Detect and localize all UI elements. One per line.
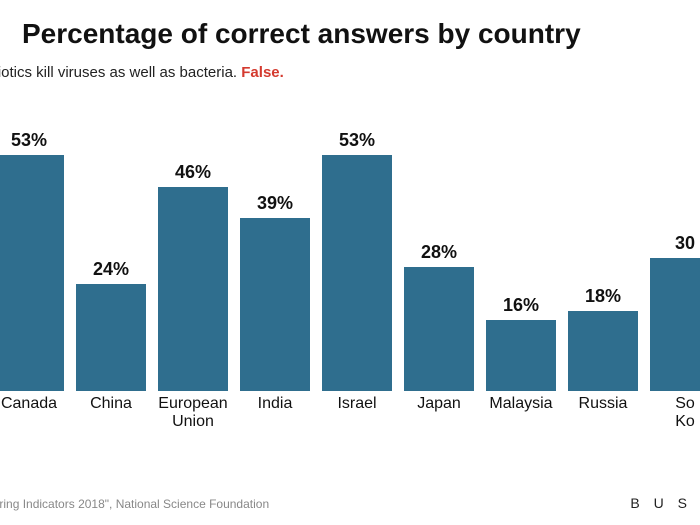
bar-value-label: 16% [486, 295, 556, 316]
bar-rect [486, 320, 556, 391]
bar-value-label: 39% [240, 193, 310, 214]
bar-rect [0, 155, 64, 391]
bar-value-label: 24% [76, 259, 146, 280]
bar-wrap: 18% [568, 111, 638, 391]
bar-value-label: 53% [322, 130, 392, 151]
bar-group: 39% [240, 111, 310, 391]
footer: gineering Indicators 2018", National Sci… [0, 495, 700, 511]
bar-group: 53% [322, 111, 392, 391]
x-axis-labels: Canada China EuropeanUnion India Israel Japan… [0, 391, 700, 431]
brand-text: B U S [630, 495, 692, 511]
bar-rect [76, 284, 146, 391]
bar-wrap: 46% [158, 111, 228, 391]
chart-title: Percentage of correct answers by country [0, 18, 700, 50]
x-axis-label: Japan [404, 391, 474, 431]
bar-rect [322, 155, 392, 391]
bar-wrap: 53% [0, 111, 64, 391]
subtitle-text: tibiotics kill viruses as well as bacter… [0, 64, 241, 81]
bar-wrap: 30 [650, 111, 700, 391]
bar-group: 16% [486, 111, 556, 391]
source-text: gineering Indicators 2018", National Sci… [0, 497, 269, 511]
bar-value-label: 18% [568, 286, 638, 307]
bar-value-label: 30 [650, 233, 700, 254]
bar-group: 24% [76, 111, 146, 391]
bar-group: 53% [0, 111, 64, 391]
x-axis-label: Israel [322, 391, 392, 431]
bar-wrap: 24% [76, 111, 146, 391]
bar-value-label: 53% [0, 130, 64, 151]
chart-subtitle: tibiotics kill viruses as well as bacter… [0, 64, 700, 81]
bar-rect [240, 218, 310, 391]
bar-rect [568, 311, 638, 391]
bar-wrap: 53% [322, 111, 392, 391]
bar-group: 18% [568, 111, 638, 391]
bar-wrap: 16% [486, 111, 556, 391]
x-axis-label: China [76, 391, 146, 431]
chart-area: 53% 24% 46% 39% 53% 28% 16% 18% 30 Canada China Eu… [0, 101, 700, 431]
x-axis-label: EuropeanUnion [158, 391, 228, 431]
bars-row: 53% 24% 46% 39% 53% 28% 16% 18% 30 [0, 111, 700, 391]
bar-wrap: 39% [240, 111, 310, 391]
bar-group: 30 [650, 111, 700, 391]
x-axis-label: Russia [568, 391, 638, 431]
bar-rect [650, 258, 700, 391]
bar-rect [158, 187, 228, 391]
x-axis-label: India [240, 391, 310, 431]
x-axis-label: SoKo [650, 391, 700, 431]
chart-container: Percentage of correct answers by country… [0, 0, 700, 525]
bar-wrap: 28% [404, 111, 474, 391]
bar-value-label: 46% [158, 162, 228, 183]
x-axis-label: Malaysia [486, 391, 556, 431]
bar-rect [404, 267, 474, 391]
subtitle-flag: False. [241, 64, 284, 81]
x-axis-label: Canada [0, 391, 64, 431]
bar-value-label: 28% [404, 242, 474, 263]
bar-group: 46% [158, 111, 228, 391]
bar-group: 28% [404, 111, 474, 391]
